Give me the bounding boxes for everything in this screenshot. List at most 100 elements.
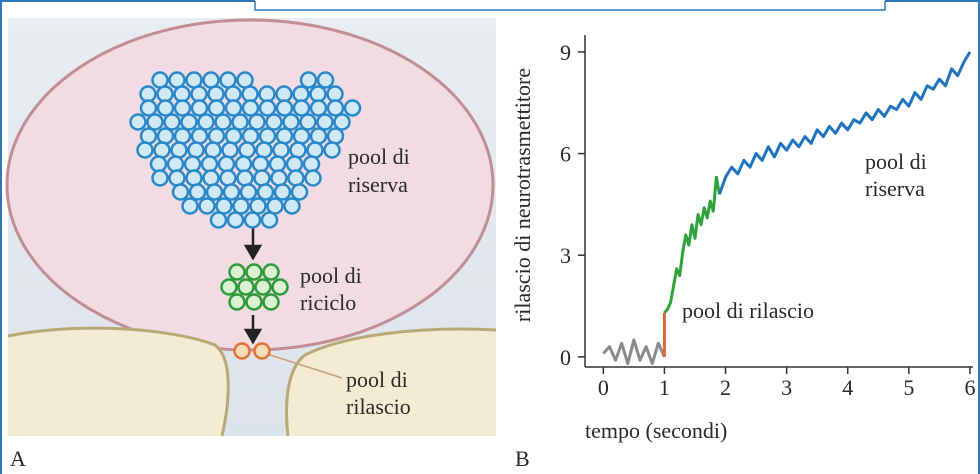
panel-letter: A <box>10 446 26 471</box>
vesicle-reserve <box>291 143 306 158</box>
vesicle-reserve <box>238 73 253 88</box>
x-axis-label: tempo (secondi) <box>585 418 727 443</box>
vesicle-reserve <box>199 115 214 130</box>
panel-letter: B <box>515 446 530 471</box>
vesicle-reserve <box>175 101 190 116</box>
vesicle-reserve <box>151 157 166 172</box>
vesicle-reserve <box>207 185 222 200</box>
vesicle-recycle <box>222 280 237 295</box>
vesicle-reserve <box>141 87 156 102</box>
vesicle-reserve <box>234 199 249 214</box>
vesicle-reserve <box>226 101 241 116</box>
vesicle-reserve <box>277 129 292 144</box>
vesicle-reserve <box>274 143 289 158</box>
vesicle-reserve <box>277 87 292 102</box>
vesicle-reserve <box>238 171 253 186</box>
panel-b: B rilascio di neurotrasmettitore tempo (… <box>510 35 975 471</box>
vesicle-reserve <box>175 87 190 102</box>
x-tick-label: 4 <box>842 375 853 400</box>
vesicle-reserve <box>141 101 156 116</box>
vesicle-reserve <box>270 157 285 172</box>
annotation: riserva <box>865 176 925 201</box>
vesicle-reserve <box>311 87 326 102</box>
vesicle-reserve <box>243 129 258 144</box>
vesicle-reserve <box>345 101 360 116</box>
vesicle-release <box>255 344 270 359</box>
vesicle-reserve <box>155 143 170 158</box>
vesicle-reserve <box>277 101 292 116</box>
vesicle-reserve <box>158 87 173 102</box>
vesicle-reserve <box>187 73 202 88</box>
vesicle-reserve <box>308 143 323 158</box>
vesicle-reserve <box>311 101 326 116</box>
vesicle-reserve <box>250 115 265 130</box>
vesicle-reserve <box>328 87 343 102</box>
vesicle-reserve <box>206 143 221 158</box>
vesicle-reserve <box>289 171 304 186</box>
vesicle-recycle <box>264 265 279 280</box>
vesicle-reserve <box>200 199 215 214</box>
vesicle-reserve <box>209 87 224 102</box>
x-tick-label: 6 <box>964 375 975 400</box>
vesicle-reserve <box>294 101 309 116</box>
y-tick-label: 3 <box>560 243 571 268</box>
vesicle-reserve <box>226 129 241 144</box>
vesicle-reserve <box>328 101 343 116</box>
vesicle-reserve <box>221 171 236 186</box>
vesicle-recycle <box>230 265 245 280</box>
vesicle-reserve <box>138 143 153 158</box>
vesicle-recycle <box>239 280 254 295</box>
vesicle-reserve <box>301 73 316 88</box>
vesicle-reserve <box>226 87 241 102</box>
vesicle-reserve <box>245 213 260 228</box>
vesicle-reserve <box>219 157 234 172</box>
vesicle-reserve <box>275 185 290 200</box>
vesicle-reserve <box>260 129 275 144</box>
recycle-label: riciclo <box>300 290 356 315</box>
reserve-label: riserva <box>348 172 408 197</box>
vesicle-reserve <box>257 143 272 158</box>
vesicle-recycle <box>247 265 262 280</box>
vesicle-reserve <box>318 115 333 130</box>
vesicle-reserve <box>325 143 340 158</box>
vesicle-reserve <box>294 87 309 102</box>
vesicle-reserve <box>318 73 333 88</box>
vesicle-reserve <box>253 157 268 172</box>
reserve-label: pool di <box>348 144 410 169</box>
vesicle-reserve <box>335 115 350 130</box>
x-tick-label: 1 <box>659 375 670 400</box>
vesicle-reserve <box>294 129 309 144</box>
vesicle-reserve <box>268 199 283 214</box>
vesicle-reserve <box>243 101 258 116</box>
vesicle-reserve <box>209 129 224 144</box>
vesicle-reserve <box>255 171 270 186</box>
vesicle-release <box>235 344 250 359</box>
vesicle-reserve <box>260 87 275 102</box>
membrane-left <box>8 328 228 436</box>
vesicle-recycle <box>273 280 288 295</box>
vesicle-reserve <box>189 143 204 158</box>
x-tick-label: 0 <box>598 375 609 400</box>
x-tick-label: 2 <box>720 375 731 400</box>
data-line <box>719 52 970 194</box>
vesicle-reserve <box>287 157 302 172</box>
vesicle-reserve <box>258 185 273 200</box>
vesicle-reserve <box>192 87 207 102</box>
vesicle-reserve <box>216 115 231 130</box>
vesicle-reserve <box>192 101 207 116</box>
vesicle-reserve <box>209 101 224 116</box>
vesicle-reserve <box>267 115 282 130</box>
data-line <box>664 177 719 313</box>
data-line <box>603 340 664 364</box>
vesicle-reserve <box>173 185 188 200</box>
vesicle-reserve <box>284 115 299 130</box>
vesicle-reserve <box>175 129 190 144</box>
y-tick-label: 0 <box>560 345 571 370</box>
vesicle-reserve <box>185 157 200 172</box>
release-label: pool di <box>346 367 408 392</box>
vesicle-reserve <box>170 171 185 186</box>
vesicle-recycle <box>256 280 271 295</box>
vesicle-reserve <box>233 115 248 130</box>
vesicle-reserve <box>168 157 183 172</box>
vesicle-reserve <box>272 171 287 186</box>
